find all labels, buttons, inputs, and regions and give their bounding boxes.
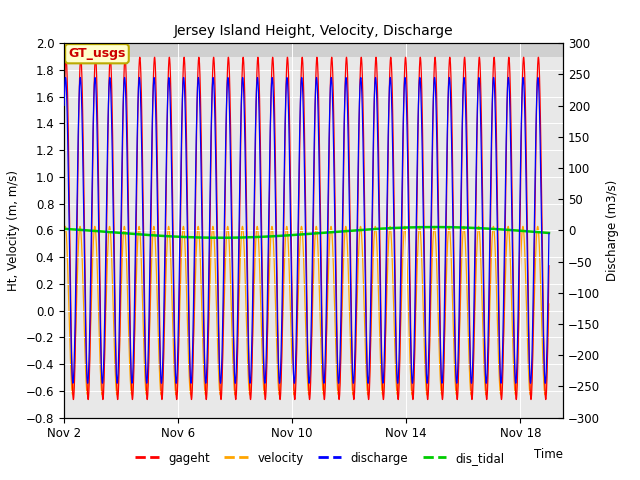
Y-axis label: Ht, Velocity (m, m/s): Ht, Velocity (m, m/s) bbox=[7, 170, 20, 291]
Bar bbox=[64, 43, 563, 57]
Title: Jersey Island Height, Velocity, Discharge: Jersey Island Height, Velocity, Discharg… bbox=[174, 24, 453, 38]
Y-axis label: Discharge (m3/s): Discharge (m3/s) bbox=[605, 180, 619, 281]
Legend: gageht, velocity, discharge, dis_tidal: gageht, velocity, discharge, dis_tidal bbox=[131, 447, 509, 469]
Text: GT_usgs: GT_usgs bbox=[68, 47, 125, 60]
Text: Time: Time bbox=[534, 447, 563, 460]
